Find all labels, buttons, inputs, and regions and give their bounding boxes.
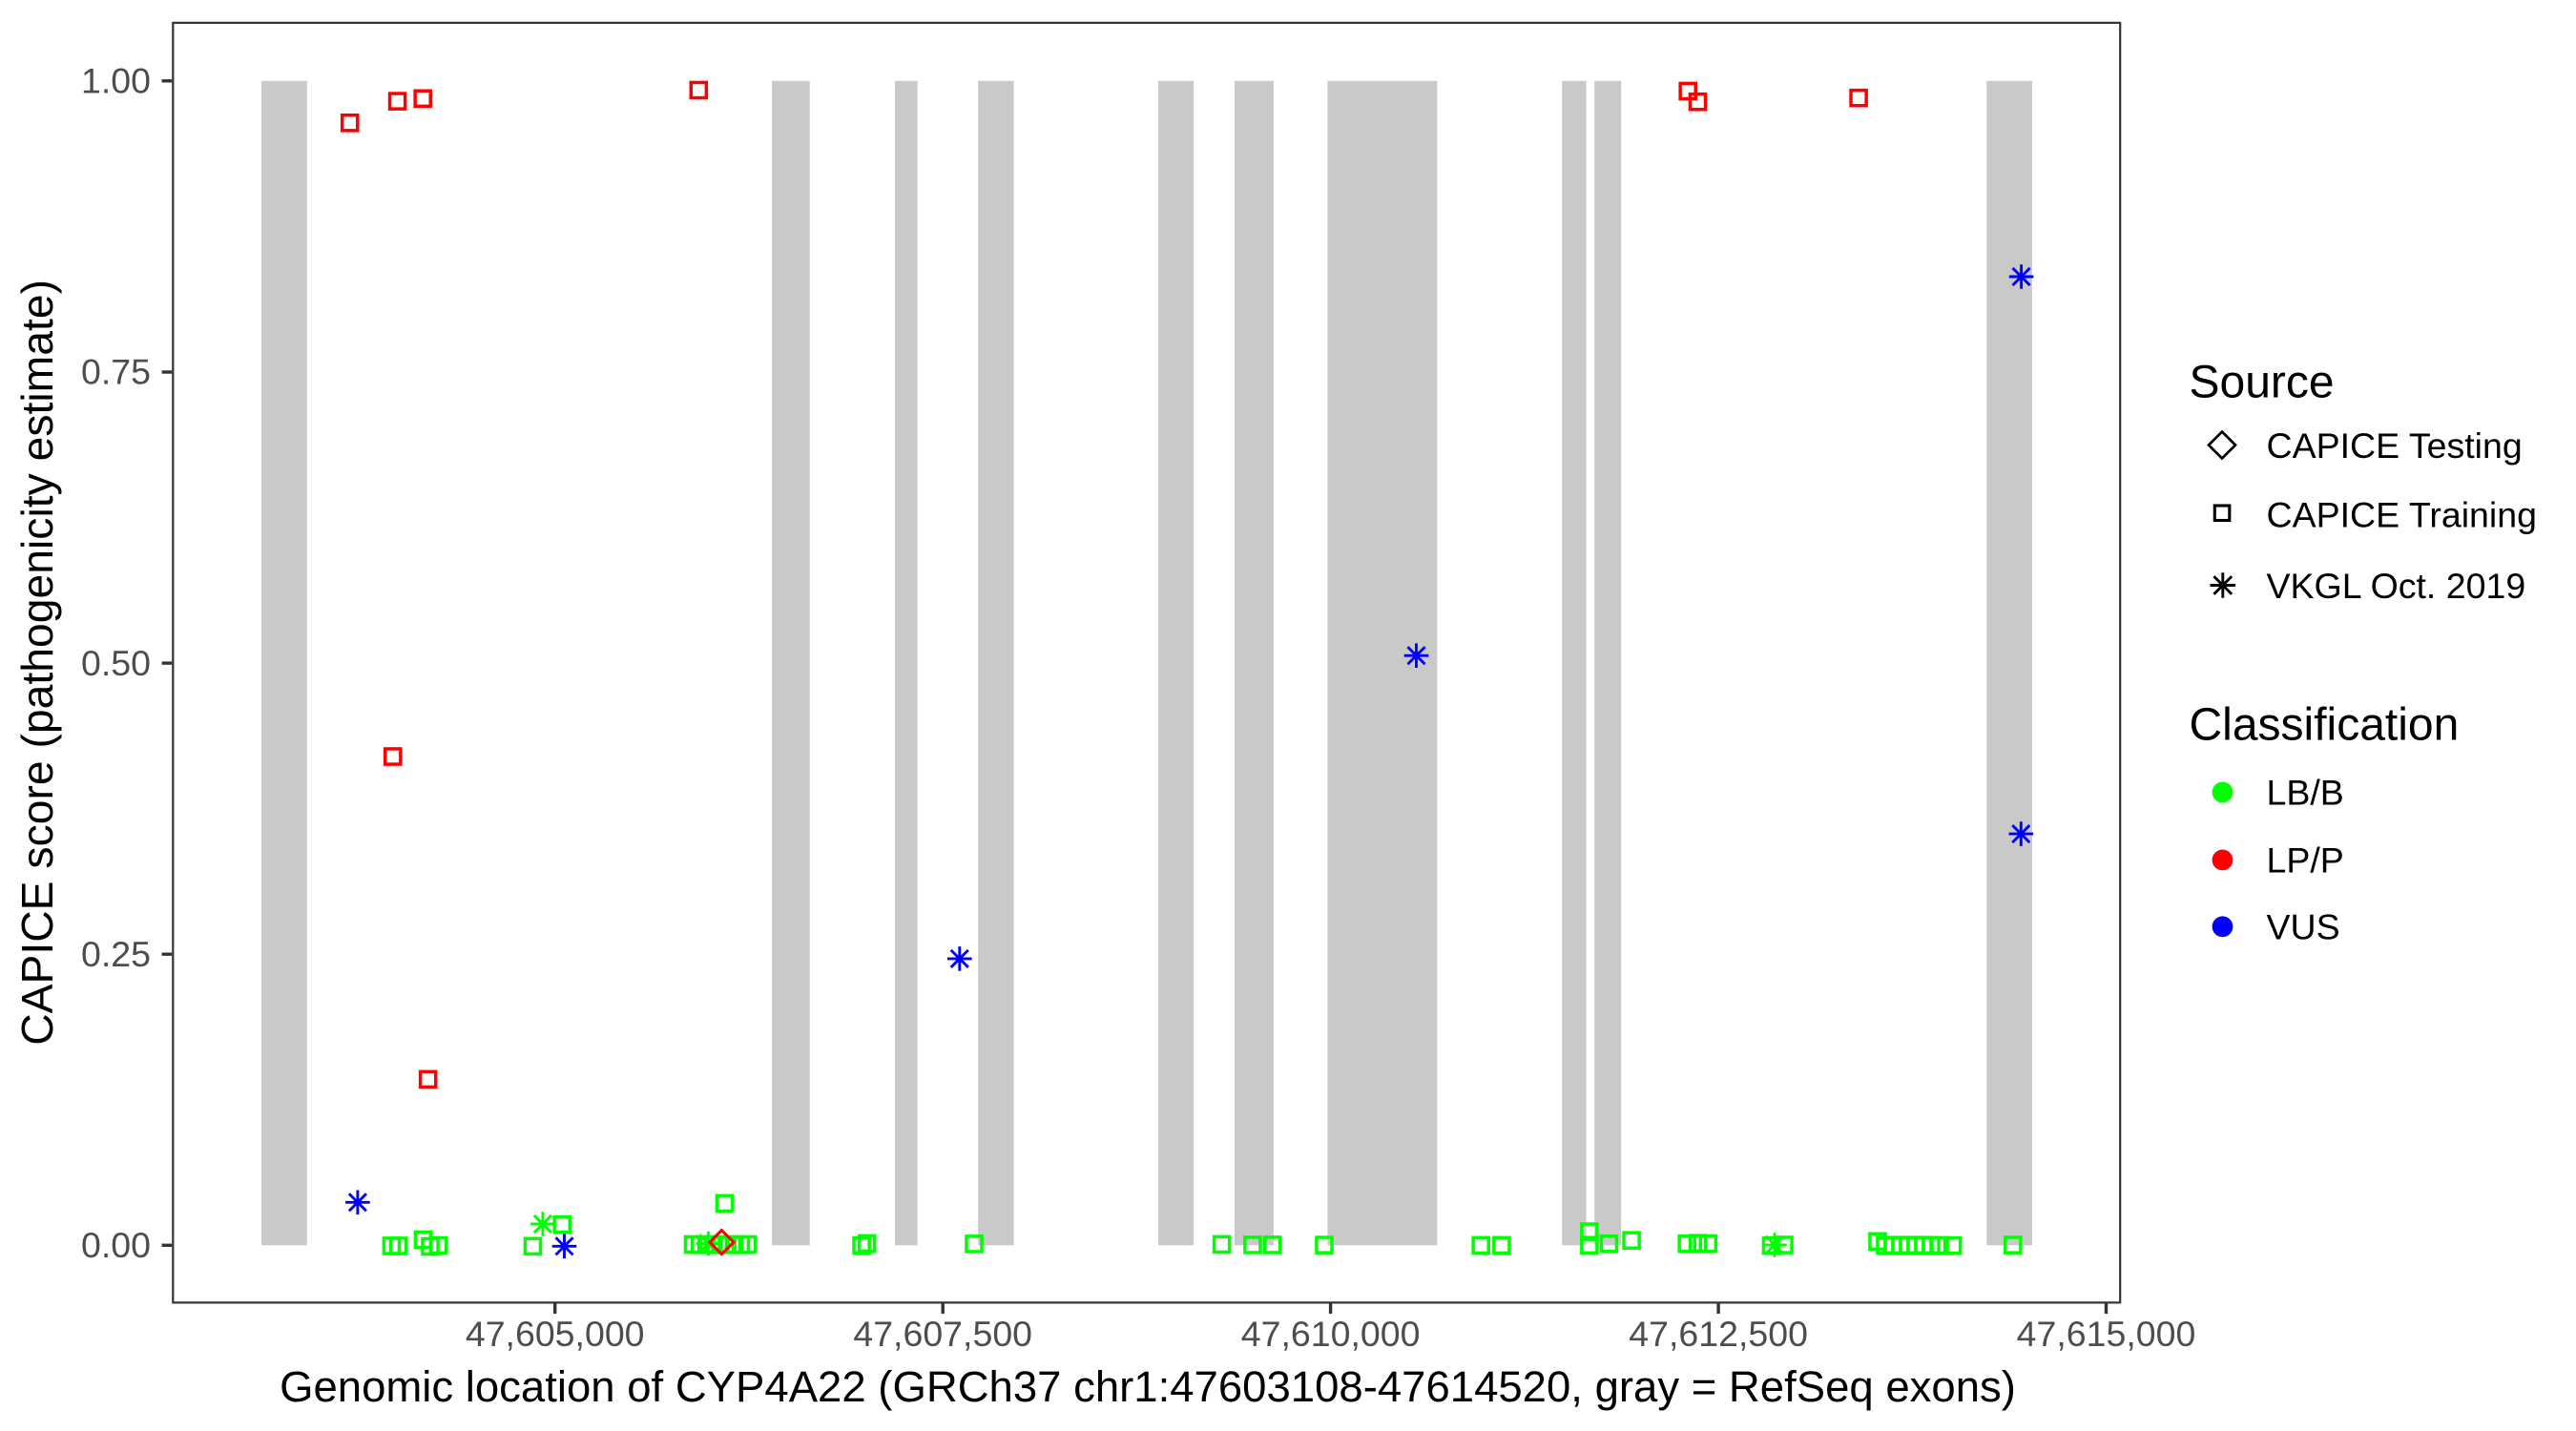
svg-text:LP/P: LP/P: [2267, 840, 2344, 880]
svg-text:Source: Source: [2190, 358, 2335, 408]
svg-text:VUS: VUS: [2267, 906, 2340, 946]
svg-text:47,605,000: 47,605,000: [466, 1314, 645, 1354]
svg-text:47,607,500: 47,607,500: [853, 1314, 1032, 1354]
svg-text:0.50: 0.50: [81, 643, 151, 683]
svg-text:Genomic location of CYP4A22 (G: Genomic location of CYP4A22 (GRCh37 chr1…: [280, 1362, 2016, 1411]
svg-text:0.25: 0.25: [81, 934, 151, 974]
svg-text:0.00: 0.00: [81, 1225, 151, 1265]
svg-text:47,612,500: 47,612,500: [1629, 1314, 1808, 1354]
svg-text:VKGL Oct. 2019: VKGL Oct. 2019: [2267, 566, 2526, 606]
svg-text:CAPICE Training: CAPICE Training: [2267, 494, 2537, 534]
svg-text:CAPICE Testing: CAPICE Testing: [2267, 425, 2523, 466]
svg-text:1.00: 1.00: [81, 61, 151, 101]
svg-text:0.75: 0.75: [81, 352, 151, 392]
svg-text:47,615,000: 47,615,000: [2017, 1314, 2196, 1354]
svg-text:LB/B: LB/B: [2267, 772, 2344, 812]
svg-text:CAPICE score (pathogenicity es: CAPICE score (pathogenicity estimate): [12, 280, 62, 1046]
svg-text:Classification: Classification: [2190, 700, 2460, 751]
svg-text:47,610,000: 47,610,000: [1241, 1314, 1421, 1354]
